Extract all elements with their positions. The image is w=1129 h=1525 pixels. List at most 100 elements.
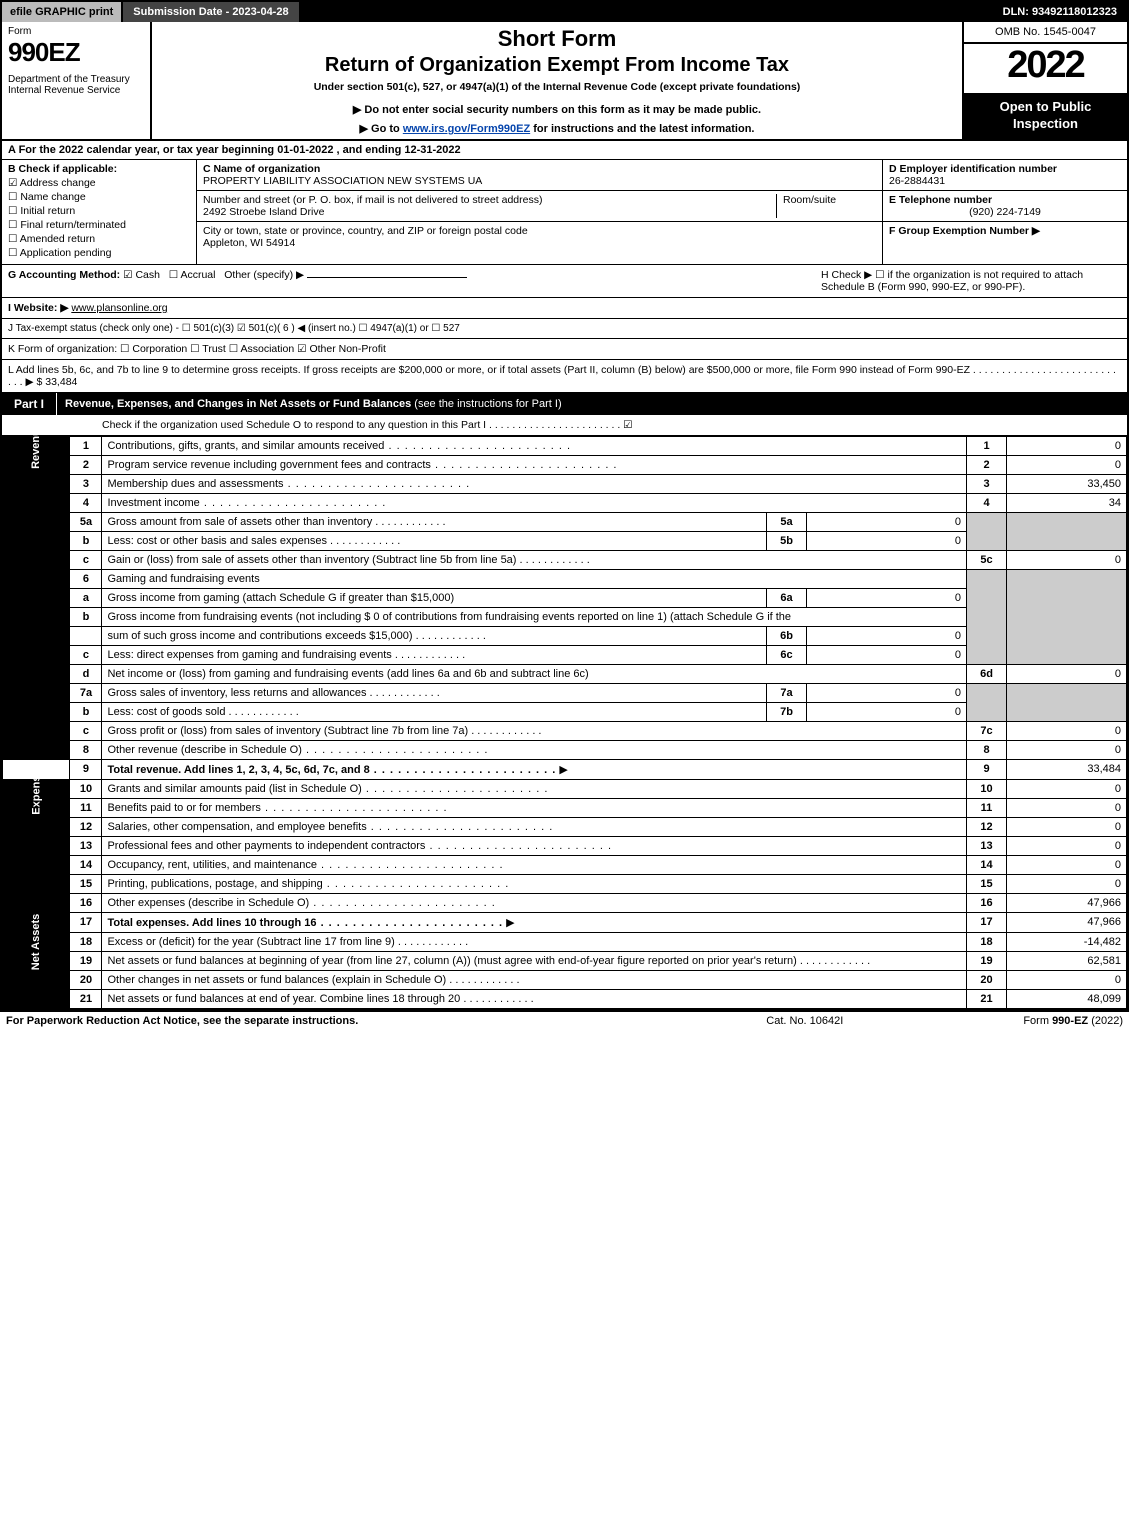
chk-amended-return[interactable]: Amended return xyxy=(8,233,190,245)
efile-print-button[interactable]: efile GRAPHIC print xyxy=(2,2,123,22)
header-right: OMB No. 1545-0047 2022 Open to Public In… xyxy=(962,22,1127,139)
form-container: efile GRAPHIC print Submission Date - 20… xyxy=(0,0,1129,1011)
irs-link[interactable]: www.irs.gov/Form990EZ xyxy=(403,123,530,135)
line-15-val: 0 xyxy=(1007,875,1127,894)
ein-label: D Employer identification number xyxy=(889,163,1057,175)
instructions-link-row: ▶ Go to www.irs.gov/Form990EZ for instru… xyxy=(158,122,956,135)
g-other[interactable]: Other (specify) ▶ xyxy=(224,269,304,281)
line-18-desc: Excess or (deficit) for the year (Subtra… xyxy=(107,936,468,948)
line-15-desc: Printing, publications, postage, and shi… xyxy=(107,878,509,890)
part-1-header: Part I Revenue, Expenses, and Changes in… xyxy=(2,393,1127,415)
line-13-rnum: 13 xyxy=(967,837,1007,856)
chk-name-change[interactable]: Name change xyxy=(8,191,190,203)
line-14-val: 0 xyxy=(1007,856,1127,875)
line-6a-inlbl: 6a xyxy=(767,589,807,608)
line-5b-inlbl: 5b xyxy=(767,532,807,551)
line-2-desc: Program service revenue including govern… xyxy=(107,459,617,471)
telephone-value: (920) 224-7149 xyxy=(889,206,1121,218)
footer-left: For Paperwork Reduction Act Notice, see … xyxy=(6,1015,358,1027)
line-4-rnum: 4 xyxy=(967,494,1007,513)
line-8-val: 0 xyxy=(1007,741,1127,760)
line-7a-inval: 0 xyxy=(807,684,967,703)
line-20-val: 0 xyxy=(1007,971,1127,990)
line-18-val: -14,482 xyxy=(1007,933,1127,952)
page-footer: For Paperwork Reduction Act Notice, see … xyxy=(0,1011,1129,1030)
submission-date: Submission Date - 2023-04-28 xyxy=(123,2,300,22)
link-post: for instructions and the latest informat… xyxy=(530,123,754,135)
line-19-desc: Net assets or fund balances at beginning… xyxy=(107,955,870,967)
line-15-rnum: 15 xyxy=(967,875,1007,894)
line-5b-desc: Less: cost or other basis and sales expe… xyxy=(107,535,400,547)
row-i-website: I Website: ▶ www.plansonline.org xyxy=(2,298,1127,319)
line-11-rnum: 11 xyxy=(967,799,1007,818)
ssn-warning: ▶ Do not enter social security numbers o… xyxy=(158,103,956,116)
short-form-label: Short Form xyxy=(158,26,956,52)
line-5a-inlbl: 5a xyxy=(767,513,807,532)
city-row: City or town, state or province, country… xyxy=(197,222,882,252)
line-19-rnum: 19 xyxy=(967,952,1007,971)
topbar: efile GRAPHIC print Submission Date - 20… xyxy=(2,2,1127,22)
line-7b-desc: Less: cost of goods sold xyxy=(107,706,298,718)
line-3-desc: Membership dues and assessments xyxy=(107,478,470,490)
row-j-tax-exempt: J Tax-exempt status (check only one) - ☐… xyxy=(2,319,1127,339)
line-8-rnum: 8 xyxy=(967,741,1007,760)
line-6c-inval: 0 xyxy=(807,646,967,665)
line-3-val: 33,450 xyxy=(1007,475,1127,494)
line-7a-inlbl: 7a xyxy=(767,684,807,703)
line-7c-rnum: 7c xyxy=(967,722,1007,741)
line-10-desc: Grants and similar amounts paid (list in… xyxy=(107,783,548,795)
chk-address-change[interactable]: Address change xyxy=(8,177,190,189)
telephone-label: E Telephone number xyxy=(889,194,992,206)
line-6c-inlbl: 6c xyxy=(767,646,807,665)
line-16-rnum: 16 xyxy=(967,894,1007,913)
line-9-rnum: 9 xyxy=(967,760,1007,780)
form-subtitle: Under section 501(c), 527, or 4947(a)(1)… xyxy=(158,81,956,93)
line-7c-desc: Gross profit or (loss) from sales of inv… xyxy=(107,725,541,737)
chk-final-return[interactable]: Final return/terminated xyxy=(8,219,190,231)
line-21-val: 48,099 xyxy=(1007,990,1127,1009)
city-state-zip: Appleton, WI 54914 xyxy=(203,237,295,249)
form-number: 990EZ xyxy=(8,37,144,68)
side-net-assets: Net Assets xyxy=(3,933,70,1009)
line-1-rnum: 1 xyxy=(967,437,1007,456)
chk-application-pending[interactable]: Application pending xyxy=(8,247,190,259)
footer-cat-no: Cat. No. 10642I xyxy=(766,1015,843,1027)
line-14-rnum: 14 xyxy=(967,856,1007,875)
omb-number: OMB No. 1545-0047 xyxy=(964,22,1127,44)
line-6d-val: 0 xyxy=(1007,665,1127,684)
line-17-desc: Total expenses. Add lines 10 through 16 xyxy=(107,917,503,929)
line-2-rnum: 2 xyxy=(967,456,1007,475)
header-left: Form 990EZ Department of the Treasury In… xyxy=(2,22,152,139)
ein-value: 26-2884431 xyxy=(889,175,945,187)
line-6c-desc: Less: direct expenses from gaming and fu… xyxy=(107,649,465,661)
line-9-desc: Total revenue. Add lines 1, 2, 3, 4, 5c,… xyxy=(107,764,556,776)
line-6b-inval: 0 xyxy=(807,627,967,646)
website-value[interactable]: www.plansonline.org xyxy=(71,302,167,314)
line-18-rnum: 18 xyxy=(967,933,1007,952)
part-1-title: Revenue, Expenses, and Changes in Net As… xyxy=(57,394,1127,414)
lines-table: Revenue 1 Contributions, gifts, grants, … xyxy=(2,436,1127,1009)
line-17-val: 47,966 xyxy=(1007,913,1127,933)
line-17-rnum: 17 xyxy=(967,913,1007,933)
street-address: 2492 Stroebe Island Drive xyxy=(203,206,324,218)
org-name-label: C Name of organization xyxy=(203,163,320,175)
part-1-tab: Part I xyxy=(2,393,57,415)
city-label: City or town, state or province, country… xyxy=(203,225,528,237)
line-21-rnum: 21 xyxy=(967,990,1007,1009)
line-5c-rnum: 5c xyxy=(967,551,1007,570)
org-name-row: C Name of organization PROPERTY LIABILIT… xyxy=(197,160,882,191)
line-10-val: 0 xyxy=(1007,780,1127,799)
side-expenses: Expenses xyxy=(3,780,70,933)
line-20-desc: Other changes in net assets or fund bala… xyxy=(107,974,519,986)
line-6d-desc: Net income or (loss) from gaming and fun… xyxy=(102,665,967,684)
chk-initial-return[interactable]: Initial return xyxy=(8,205,190,217)
line-4-val: 34 xyxy=(1007,494,1127,513)
line-12-rnum: 12 xyxy=(967,818,1007,837)
line-3-rnum: 3 xyxy=(967,475,1007,494)
line-5a-inval: 0 xyxy=(807,513,967,532)
line-21-desc: Net assets or fund balances at end of ye… xyxy=(107,993,533,1005)
line-9-val: 33,484 xyxy=(1007,760,1127,780)
g-cash[interactable]: ☑ Cash xyxy=(123,269,160,281)
g-accrual[interactable]: ☐ Accrual xyxy=(169,269,216,281)
line-12-desc: Salaries, other compensation, and employ… xyxy=(107,821,553,833)
